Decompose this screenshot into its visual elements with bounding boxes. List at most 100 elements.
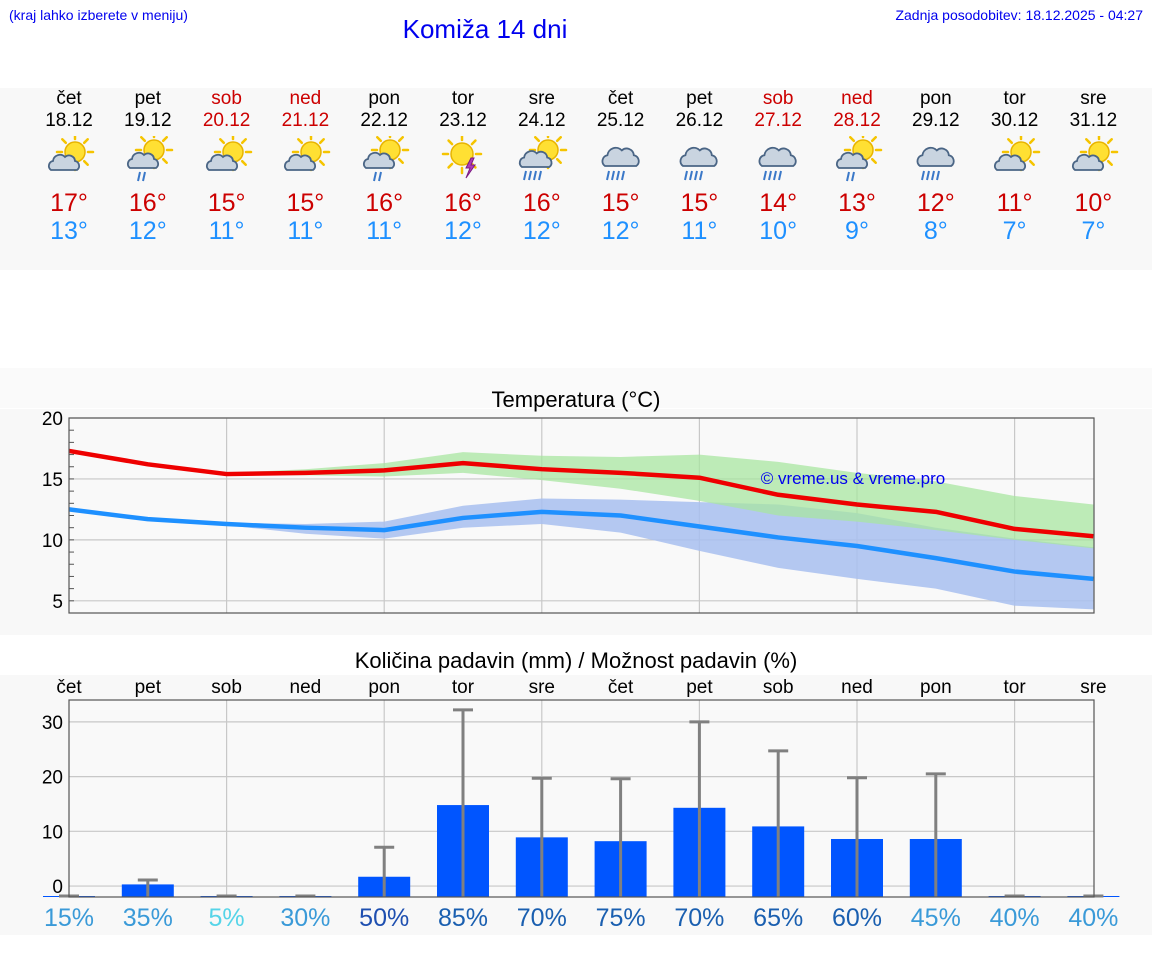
min-temperature: 13°	[50, 217, 88, 245]
min-temperature-line	[68, 507, 1094, 582]
max-temperature: 13°	[838, 189, 876, 217]
temperature-chart-title: Temperatura (°C)	[491, 387, 661, 412]
max-temperature: 17°	[50, 189, 88, 217]
min-temperature: 7°	[1002, 217, 1027, 245]
weather-icon	[363, 136, 410, 182]
precipitation-probability: 50%	[359, 904, 409, 932]
sun-cloud-rain-icon	[126, 136, 174, 182]
day-name: ned	[289, 88, 322, 109]
day-date: 22.12	[360, 110, 408, 131]
day-date: 19.12	[124, 110, 172, 131]
day-column: sre 24.12 16° 12°	[497, 88, 587, 245]
day-column: čet 25.12 15° 12°	[576, 88, 666, 245]
weather-icon	[1072, 136, 1119, 172]
day-column: pet 26.12 15° 11°	[654, 88, 744, 245]
y-tick-label: 10	[42, 822, 63, 843]
weather-icon	[993, 136, 1040, 172]
min-temperature: 11°	[681, 217, 718, 245]
max-temperature: 15°	[207, 189, 246, 217]
day-date: 29.12	[912, 110, 960, 131]
location-hint[interactable]: (kraj lahko izberete v meniju)	[9, 7, 188, 23]
weather-icon	[518, 136, 568, 181]
precipitation-probability: 30%	[280, 904, 330, 932]
day-name: pon	[919, 88, 952, 109]
sun-cloud-icon	[993, 136, 1040, 172]
forecast-strip: čet 18.12 17° 13° pet 19.12 16° 12° sob 20.12 15° 1…	[0, 88, 1152, 270]
x-category-label: čet	[56, 677, 82, 698]
day-column: ned 28.12 13° 9°	[812, 88, 902, 245]
day-column: tor 30.12 11° 7°	[970, 88, 1060, 245]
min-temperature: 11°	[208, 217, 245, 245]
last-updated: Zadnja posodobitev: 18.12.2025 - 04:27	[895, 7, 1143, 23]
precipitation-chart-title: Količina padavin (mm) / Možnost padavin …	[354, 648, 798, 673]
sun-cloud-icon	[48, 136, 95, 172]
day-name: pet	[686, 88, 713, 109]
x-category-label: sre	[1080, 677, 1106, 698]
weather-icon	[48, 136, 95, 172]
day-date: 31.12	[1069, 110, 1118, 131]
x-category-label: pon	[920, 677, 952, 698]
y-tick-label: 0	[52, 877, 63, 898]
max-temperature: 14°	[759, 189, 798, 217]
day-name: sre	[1080, 88, 1107, 109]
max-temperature: 11°	[996, 189, 1033, 217]
precipitation-probability: 70%	[517, 904, 567, 932]
max-temperature: 15°	[286, 189, 325, 217]
weather-icon	[126, 136, 174, 182]
precipitation-chart: čet pet sob ned pon tor sre čet pet sob ned pon tor s…	[42, 677, 1120, 932]
weather-icon	[679, 146, 719, 181]
day-date: 25.12	[596, 110, 645, 131]
day-date: 18.12	[45, 110, 93, 131]
x-category-label: tor	[1004, 677, 1027, 698]
weather-icon	[441, 136, 483, 179]
y-tick-label: 10	[42, 531, 63, 552]
max-temperature: 16°	[365, 189, 404, 217]
min-temperature: 12°	[522, 217, 561, 245]
precipitation-probability: 60%	[832, 904, 882, 932]
precipitation-probability: 45%	[911, 904, 961, 932]
day-date: 27.12	[754, 110, 802, 131]
day-column: sre 31.12 10° 7°	[1048, 88, 1138, 245]
x-category-label: pet	[135, 677, 162, 698]
day-name: tor	[1003, 88, 1026, 109]
plot-frame	[68, 417, 1095, 614]
page-title: Komiža 14 dni	[402, 14, 568, 44]
min-temperature: 8°	[923, 217, 948, 245]
max-temperature-band	[69, 450, 1094, 549]
day-name: čet	[56, 88, 82, 109]
precipitation-probability: 70%	[674, 904, 724, 932]
day-date: 20.12	[202, 110, 251, 131]
spacer-band	[0, 368, 1152, 408]
sun-cloud-icon	[205, 136, 252, 172]
sun-cloud-heavy-rain-icon	[518, 136, 568, 181]
sun-cloud-rain-icon	[836, 136, 883, 182]
day-name: sre	[528, 88, 555, 109]
cloud-heavy-rain-icon	[679, 146, 719, 181]
day-column: tor 23.12 16° 12°	[418, 88, 508, 245]
day-date: 30.12	[990, 110, 1039, 131]
cloud-heavy-rain-icon	[601, 146, 640, 181]
day-date: 28.12	[833, 110, 881, 131]
max-temperature: 15°	[680, 189, 719, 217]
min-temperature: 11°	[287, 217, 324, 245]
min-temperature: 10°	[759, 217, 798, 245]
day-column: pon 29.12 12° 8°	[891, 88, 981, 245]
max-temperature: 16°	[522, 189, 561, 217]
weather-icon	[758, 146, 797, 181]
precipitation-probability: 40%	[990, 904, 1040, 932]
sun-cloud-rain-icon	[363, 136, 410, 182]
sun-cloud-icon	[284, 136, 331, 172]
min-temperature: 7°	[1081, 217, 1106, 245]
day-column: pet 19.12 16° 12°	[103, 88, 193, 245]
weather-icon	[916, 146, 955, 181]
day-name: pet	[134, 88, 161, 109]
day-name: sob	[211, 88, 242, 109]
max-temperature: 12°	[916, 189, 955, 217]
day-name: pon	[368, 88, 401, 109]
weather-icon	[836, 136, 883, 182]
min-temperature: 12°	[128, 217, 167, 245]
sun-cloud-icon	[1072, 136, 1119, 172]
precipitation-probability: 75%	[596, 904, 646, 932]
precipitation-probability: 35%	[123, 904, 173, 932]
cloud-heavy-rain-icon	[916, 146, 955, 181]
